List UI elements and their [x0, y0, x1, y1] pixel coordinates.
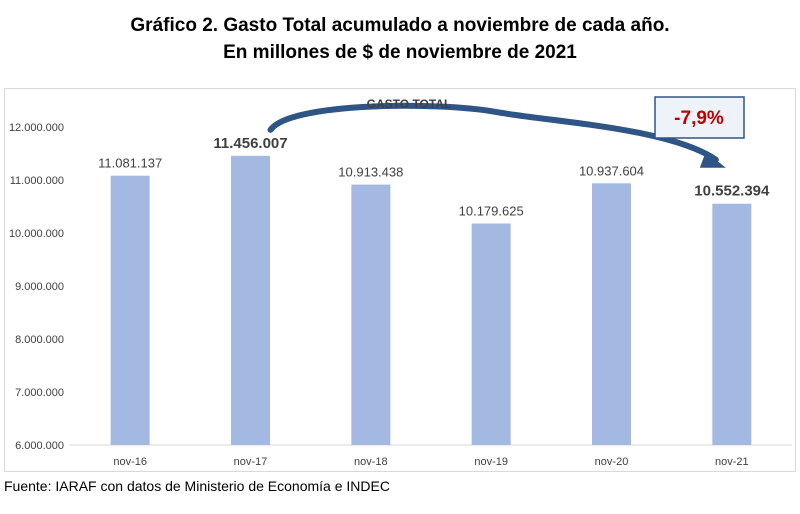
y-tick-label: 9.000.000	[15, 281, 64, 293]
data-label: 11.456.007	[213, 135, 287, 152]
y-tick-label: 7.000.000	[15, 387, 64, 399]
annotation-label: GASTO TOTAL	[367, 97, 452, 111]
x-tick-label: nov-19	[474, 456, 508, 468]
bar	[231, 155, 270, 445]
change-badge	[654, 96, 745, 139]
bar	[471, 223, 511, 445]
x-tick-label: nov-21	[715, 456, 749, 468]
data-label: 10.552.394	[694, 183, 770, 200]
y-tick-label: 6.000.000	[15, 440, 64, 452]
change-arrow	[267, 102, 719, 163]
y-axis: 6.000.000 7.000.000 8.000.000 9.000.000 10.0…	[9, 122, 64, 452]
source-note: Fuente: IARAF con datos de Ministerio de…	[4, 478, 390, 494]
x-tick-label: nov-18	[354, 456, 388, 468]
chart-title-line2: En millones de $ de noviembre de 2021	[223, 42, 577, 63]
bars	[110, 155, 752, 446]
data-label: 10.179.625	[459, 203, 524, 218]
chart-title-line1: Gráfico 2. Gasto Total acumulado a novie…	[130, 15, 670, 36]
annotation: GASTO TOTAL -7,9%	[267, 96, 745, 168]
y-tick-label: 10.000.000	[9, 228, 64, 240]
data-label: 11.081.137	[98, 156, 162, 171]
data-label: 10.913.438	[338, 165, 403, 180]
data-labels: 11.081.137 11.456.007 10.913.438 10.179.625…	[98, 135, 770, 219]
change-badge-text: -7,9%	[674, 108, 724, 129]
bar	[592, 183, 631, 445]
bar	[110, 175, 150, 445]
bar	[712, 203, 752, 445]
x-tick-label: nov-20	[595, 456, 629, 468]
chart-frame	[4, 88, 796, 472]
arrow-head-icon	[699, 151, 726, 168]
y-tick-label: 11.000.000	[10, 175, 64, 187]
bar	[351, 184, 391, 446]
y-tick-label: 12.000.000	[9, 122, 64, 134]
x-tick-label: nov-17	[234, 456, 268, 468]
data-label: 10.937.604	[579, 163, 644, 178]
y-tick-label: 8.000.000	[15, 334, 64, 346]
x-tick-label: nov-16	[113, 456, 147, 468]
x-axis: nov-16 nov-17 nov-18 nov-19 nov-20 nov-21	[113, 456, 748, 468]
